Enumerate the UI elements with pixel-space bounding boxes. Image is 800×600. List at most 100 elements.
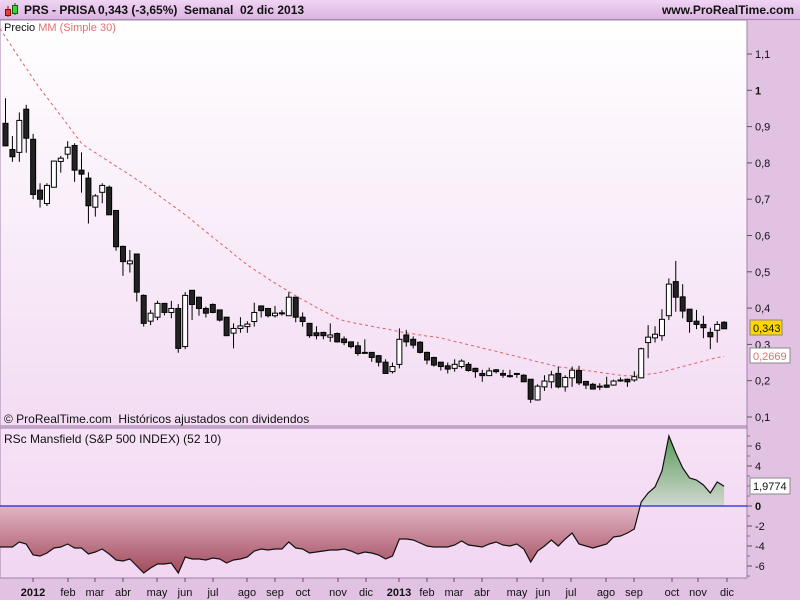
candle — [534, 384, 541, 401]
candle-body-up — [389, 366, 396, 373]
time-tick-label: jun — [177, 587, 193, 599]
price-tick-label: 0,5 — [755, 267, 770, 279]
candle-body-up — [638, 348, 645, 379]
candle — [458, 359, 465, 369]
time-tick-label: mar — [86, 587, 105, 599]
quote-change: 0,343 (-3,65%) — [98, 3, 178, 17]
candle-body-down — [686, 308, 693, 323]
candle-body-down — [465, 363, 472, 372]
candle-body-up — [652, 333, 659, 339]
candle-body-down — [493, 369, 500, 373]
candle-body-down — [30, 138, 37, 195]
candle-body-up — [569, 369, 576, 379]
candle-body-up — [278, 312, 285, 315]
candle — [341, 336, 348, 346]
candle-body-down — [292, 296, 299, 318]
candle-body-down — [9, 148, 16, 158]
candle — [417, 341, 424, 354]
time-tick-label: dic — [359, 587, 374, 599]
candle — [71, 143, 78, 182]
candle-body-down — [354, 345, 361, 354]
candle — [154, 300, 161, 321]
indicator-tick-label: 0 — [755, 501, 761, 513]
candle-body-up — [168, 307, 175, 313]
candle-body-up — [251, 311, 258, 323]
candle-body-down — [410, 338, 417, 346]
title-bar: PRS - PRISA 0,343 (-3,65%) Semanal 02 di… — [0, 0, 800, 20]
candle-body-down — [71, 144, 78, 171]
candle — [652, 326, 659, 343]
candle — [265, 307, 272, 318]
price-tick-label: 1 — [755, 85, 761, 97]
candle — [354, 341, 361, 356]
candle-body-down — [78, 169, 85, 175]
candle-body-down — [721, 321, 728, 330]
candle-body-down — [223, 316, 230, 337]
candle-body-down — [430, 356, 437, 366]
candle-body-down — [375, 355, 382, 363]
indicator-tick-label: 4 — [755, 461, 761, 473]
candle — [57, 156, 64, 173]
candle — [493, 369, 500, 374]
candle-body-up — [182, 294, 189, 348]
candle-body-down — [555, 372, 562, 388]
time-tick-label: nov — [329, 587, 347, 599]
candle-body-up — [665, 283, 672, 317]
last-price-box — [749, 319, 783, 336]
candle — [334, 332, 341, 343]
candle-body-down — [700, 323, 707, 329]
candle-body-up — [534, 385, 541, 401]
candle-body-down — [85, 177, 92, 207]
site-link[interactable]: www.ProRealTime.com — [661, 3, 794, 17]
indicator-tick-label: -4 — [755, 541, 765, 553]
price-tick-label: 0,8 — [755, 158, 770, 170]
candle — [368, 351, 375, 362]
candle-body-up — [361, 351, 368, 354]
candle — [527, 378, 534, 403]
candle — [541, 375, 548, 391]
time-tick-label: jul — [206, 587, 218, 599]
candle — [389, 362, 396, 374]
candle — [714, 321, 721, 343]
candle — [251, 302, 258, 327]
candle-body-down — [520, 374, 527, 383]
candle — [410, 336, 417, 349]
candle — [562, 375, 569, 392]
time-tick-label: mar — [445, 587, 464, 599]
candle-body-down — [133, 253, 140, 293]
candle-body-up — [57, 157, 64, 162]
candle-body-down — [161, 302, 168, 313]
price-tick-label: 0,7 — [755, 194, 770, 206]
time-tick-label: may — [147, 587, 168, 599]
candle-body-up — [237, 325, 244, 329]
candle — [686, 308, 693, 333]
candle-body-up — [596, 385, 603, 388]
candle — [175, 304, 182, 353]
candle — [721, 321, 728, 330]
time-tick-label: oct — [665, 587, 680, 599]
time-tick-label: 2012 — [21, 587, 45, 599]
candle — [506, 369, 513, 378]
candle — [479, 369, 486, 382]
period-date: Semanal 02 dic 2013 — [184, 3, 305, 17]
candle-body-up — [458, 360, 465, 368]
candle-body-down — [313, 332, 320, 337]
candle-body-down — [679, 296, 686, 312]
time-tick-label: feb — [60, 587, 75, 599]
candle — [140, 294, 147, 327]
candle — [168, 300, 175, 319]
time-tick-label: nov — [689, 587, 707, 599]
candle-body-up — [658, 318, 665, 337]
candle — [603, 376, 610, 388]
indicator-layer — [0, 433, 747, 575]
candle-body-up — [562, 376, 569, 388]
price-tick-label: 0,1 — [755, 412, 770, 424]
candle-body-up — [327, 334, 334, 338]
candle-body-up — [244, 323, 251, 328]
candle-body-down — [589, 383, 596, 390]
candle-body-down — [403, 334, 410, 343]
time-tick-label: abr — [474, 587, 490, 599]
candle — [50, 160, 57, 188]
price-tick-label: 0,6 — [755, 231, 770, 243]
candle — [555, 366, 562, 389]
